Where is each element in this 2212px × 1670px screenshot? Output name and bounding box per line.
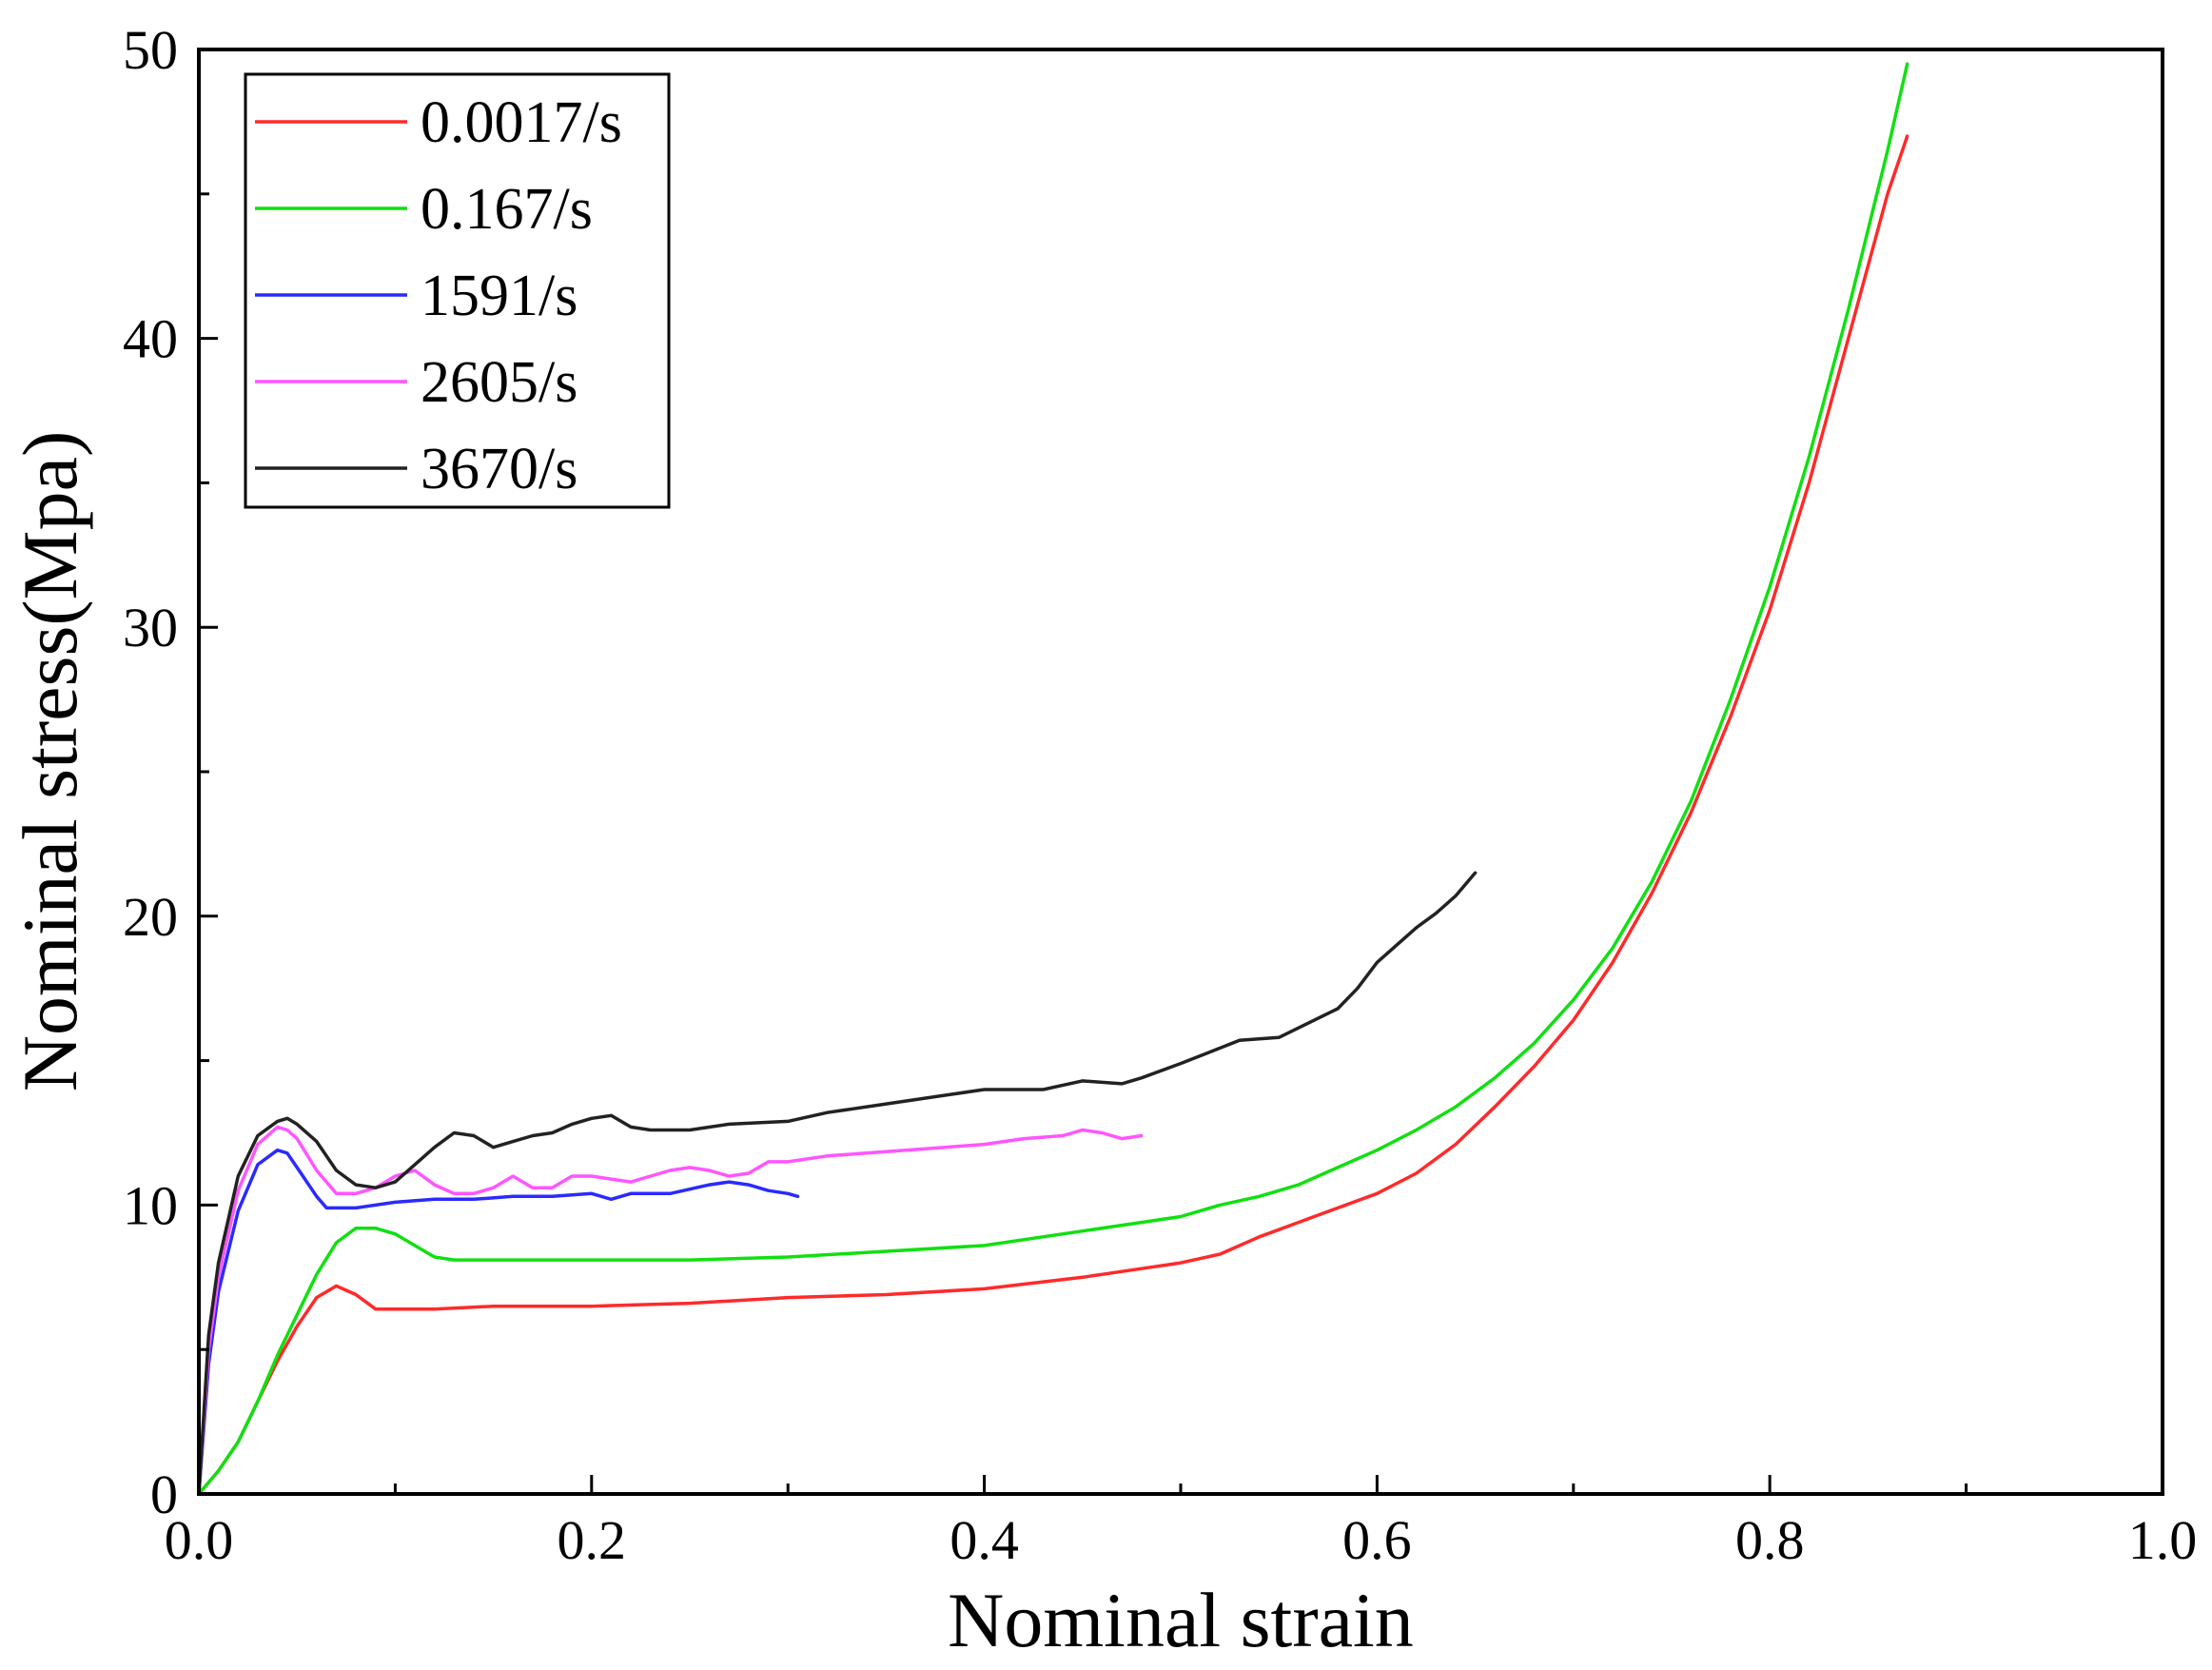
legend: 0.0017/s 0.167/s 1591/s 2605/s 3670/s	[244, 72, 671, 509]
tick-labels-layer: 0.0 0.2 0.4 0.6 0.8 1.0 0 10 20 30 40 50	[123, 19, 2197, 1571]
legend-label-3: 2605/s	[421, 350, 577, 415]
y-axis-title: Nominal stress(Mpa)	[7, 431, 93, 1092]
y-tick-label: 10	[123, 1174, 178, 1236]
legend-label-0: 0.0017/s	[421, 90, 622, 155]
legend-box	[244, 72, 671, 509]
x-tick-label: 0.8	[1735, 1509, 1805, 1571]
legend-label-4: 3670/s	[421, 437, 577, 501]
y-tick-label: 40	[123, 308, 178, 370]
series-line-2	[197, 1148, 800, 1496]
series-line-1	[197, 62, 1909, 1496]
x-tick-label: 0.2	[558, 1509, 627, 1571]
series-line-3	[197, 1125, 1144, 1496]
x-tick-label: 0.4	[949, 1509, 1019, 1571]
series-line-0	[197, 134, 1909, 1496]
x-tick-label: 1.0	[2128, 1509, 2198, 1571]
y-tick-label: 0	[150, 1464, 178, 1525]
legend-label-2: 1591/s	[421, 264, 577, 328]
ticks-layer	[197, 48, 2164, 1496]
series-line-4	[197, 871, 1478, 1496]
x-tick-label: 0.0	[165, 1509, 234, 1571]
series-layer	[197, 62, 1909, 1496]
x-axis-title: Nominal strain	[948, 1577, 1414, 1663]
y-tick-label: 20	[123, 886, 178, 948]
y-tick-label: 50	[123, 19, 178, 81]
y-tick-label: 30	[123, 597, 178, 658]
x-tick-label: 0.6	[1342, 1509, 1412, 1571]
legend-label-1: 0.167/s	[421, 177, 593, 242]
